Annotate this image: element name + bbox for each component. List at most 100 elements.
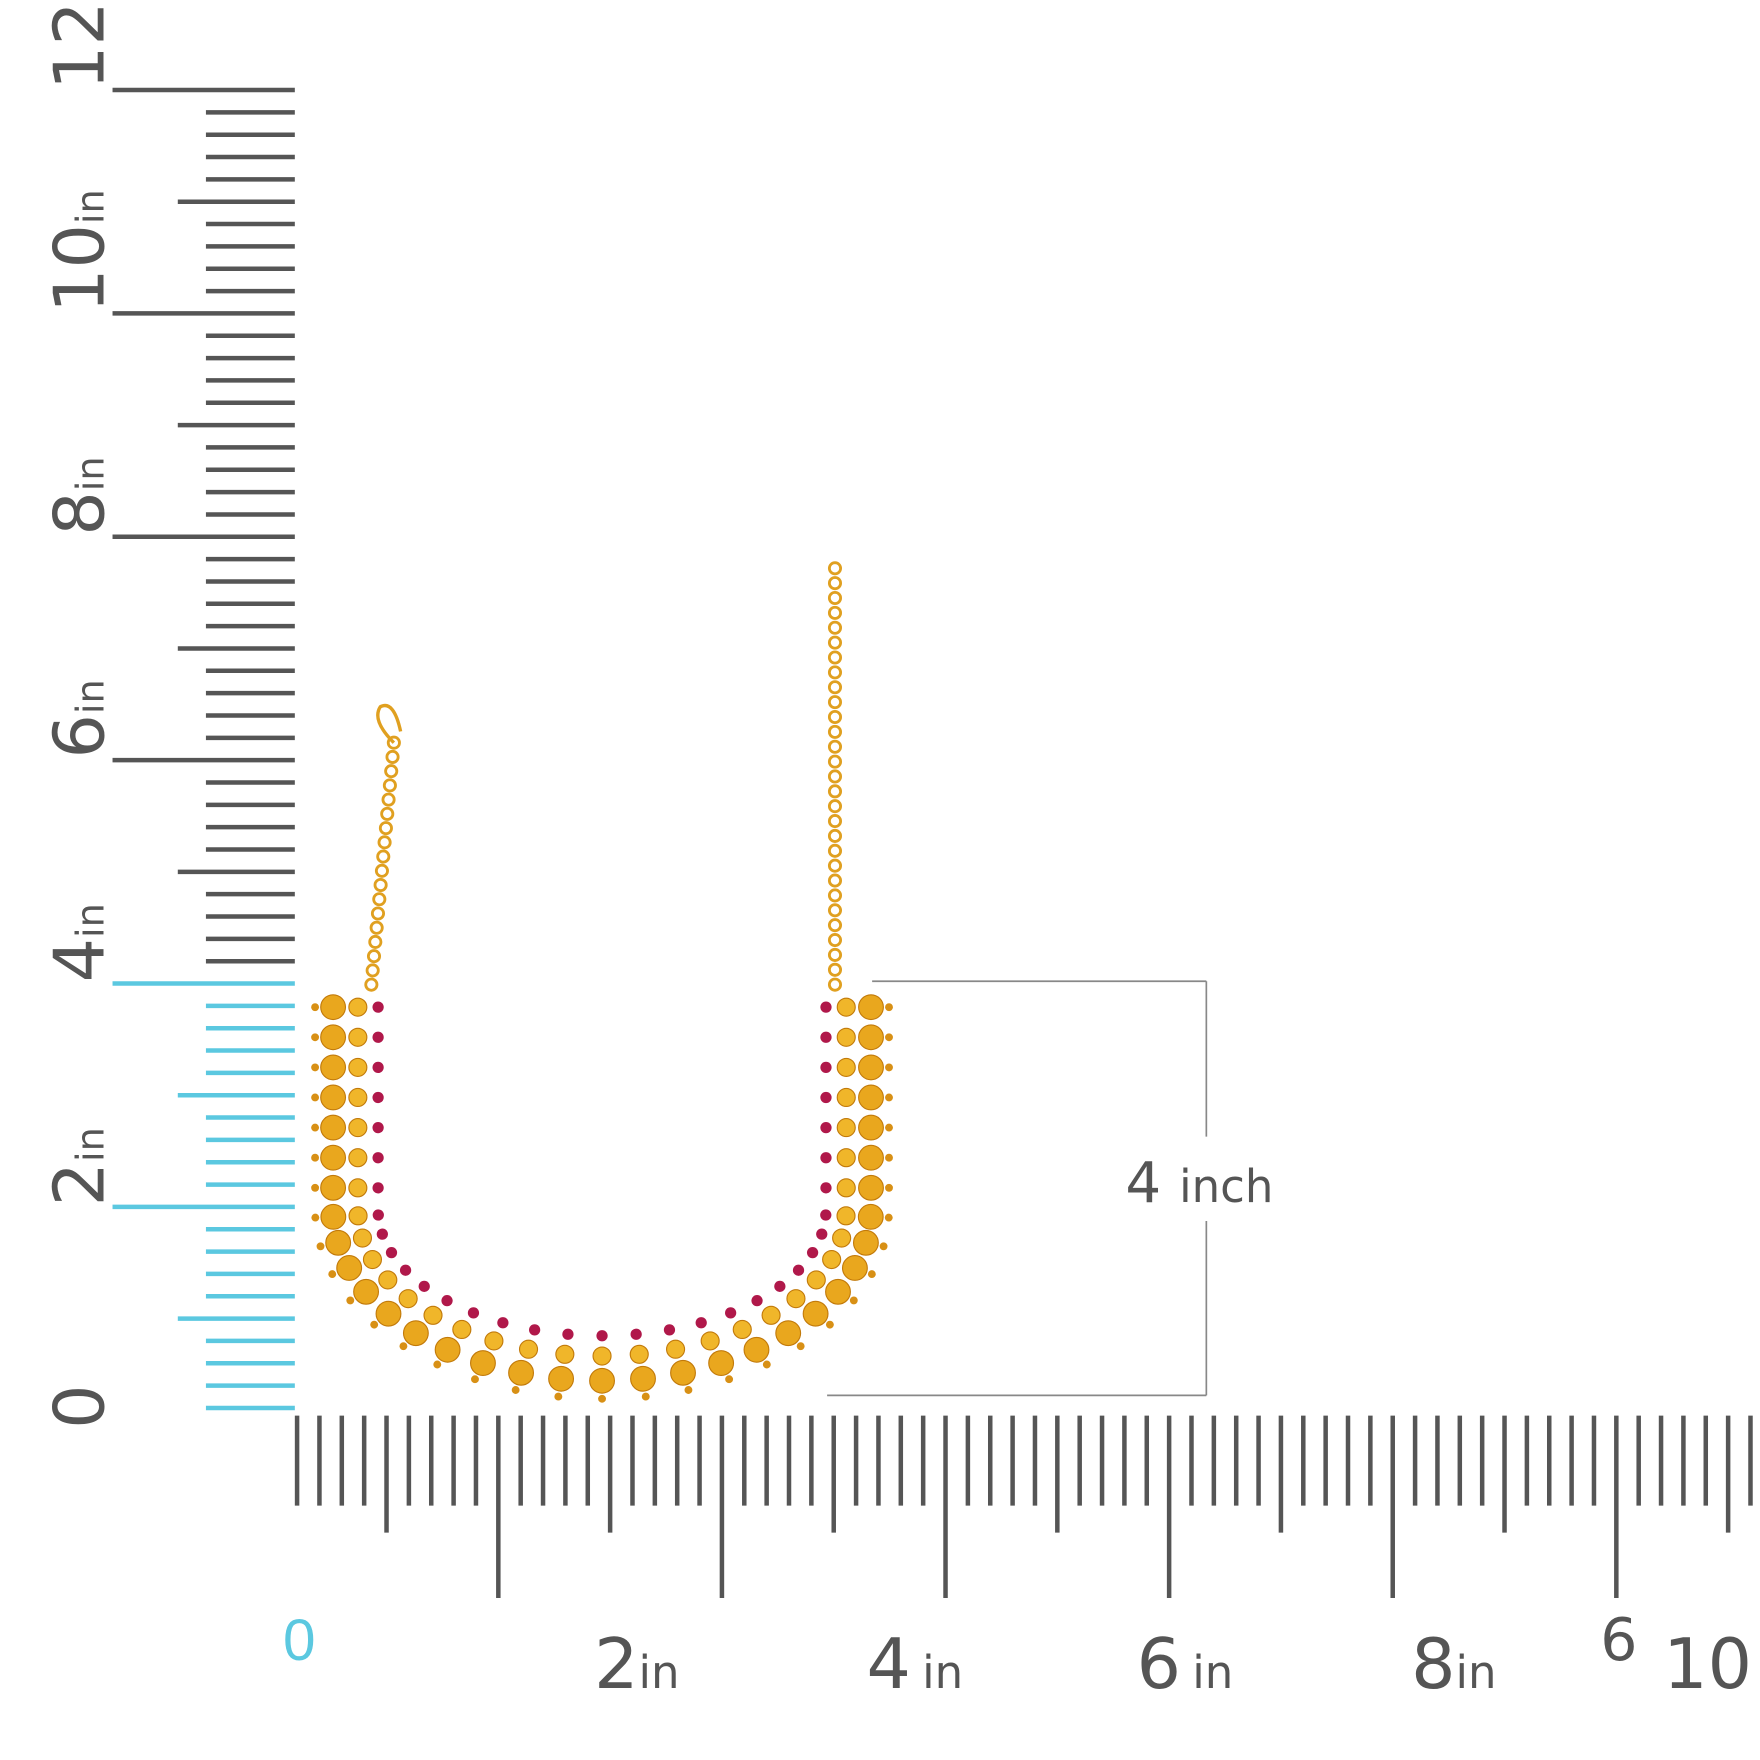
bead-dot: [311, 1093, 320, 1102]
bead: [630, 1365, 656, 1392]
ruby: [792, 1264, 805, 1276]
bead-dot: [879, 1242, 888, 1251]
chain-link: [376, 849, 391, 864]
ruler-number: 0: [283, 1608, 316, 1673]
ruler-unit: in: [69, 0, 114, 1]
ruler-number: 2: [40, 1162, 121, 1206]
chain-link: [827, 724, 843, 739]
ruler-number: 0: [40, 1384, 121, 1428]
chain-link: [827, 561, 843, 576]
chain-link: [827, 665, 843, 680]
ruler-unit: in: [639, 1646, 680, 1699]
chain-link: [373, 877, 388, 893]
bead-dot: [684, 1386, 693, 1394]
ruler-unit: in: [1456, 1646, 1497, 1699]
bead-dot: [399, 1342, 408, 1351]
bead-inner: [348, 1118, 368, 1138]
ruler-label: 0: [283, 1608, 316, 1673]
hook: [376, 703, 403, 744]
bead: [508, 1359, 535, 1386]
ruby: [372, 1061, 384, 1074]
bead: [548, 1365, 575, 1392]
bead-inner: [398, 1289, 418, 1309]
ruler-unit: in: [922, 1646, 963, 1699]
chain-link: [368, 934, 383, 949]
bead-dot: [885, 1153, 893, 1162]
bead-dot: [471, 1375, 479, 1384]
bead-inner: [555, 1344, 575, 1364]
ruby: [820, 1091, 832, 1104]
bead-dot: [885, 1093, 893, 1102]
chain-link: [827, 947, 843, 962]
necklace: [311, 561, 893, 1403]
bead-dot: [370, 1320, 379, 1329]
ruby: [663, 1324, 676, 1336]
bead-inner: [629, 1344, 649, 1364]
bead: [852, 1229, 879, 1256]
bead: [775, 1320, 802, 1347]
ruby: [820, 1121, 832, 1134]
ruler-number: 8: [40, 491, 121, 535]
bead-inner: [836, 997, 856, 1017]
bead-inner: [348, 1148, 368, 1168]
ruler-label: 8in: [40, 456, 121, 535]
ruby: [751, 1295, 763, 1307]
chain-link: [827, 962, 843, 977]
ruler-number: 6: [40, 714, 121, 758]
bead-inner: [518, 1339, 539, 1359]
bead-inner: [665, 1339, 686, 1359]
bead: [320, 1024, 347, 1051]
chain-link: [827, 635, 843, 650]
chain-link: [827, 754, 843, 769]
bead-inner: [836, 1087, 856, 1108]
ruler-number: 10: [40, 224, 121, 313]
bead-dot: [849, 1296, 858, 1305]
ruler-label: 10: [1663, 1624, 1752, 1705]
chain-link: [827, 695, 843, 710]
bead-dot: [825, 1320, 834, 1329]
bead-dot: [885, 1033, 893, 1042]
bead-dot: [316, 1242, 325, 1251]
ruler-unit: in: [69, 456, 114, 491]
bead: [320, 1174, 347, 1201]
ruby: [806, 1247, 819, 1259]
bead: [858, 1054, 884, 1081]
bead-inner: [836, 1178, 856, 1198]
ruby: [372, 1001, 384, 1013]
bead: [825, 1278, 851, 1305]
chain-link: [377, 835, 392, 850]
bead-dot: [311, 1033, 320, 1042]
chain-link: [386, 735, 401, 750]
bead-inner: [700, 1331, 720, 1351]
bead: [375, 1300, 402, 1327]
bead: [858, 1114, 884, 1141]
bead: [841, 1255, 868, 1281]
chain-link: [827, 620, 843, 635]
ruby: [820, 1152, 832, 1164]
chain-link: [827, 784, 843, 799]
bead-inner: [452, 1319, 472, 1340]
bead: [858, 994, 884, 1021]
bead-inner: [836, 1118, 856, 1138]
chain-link: [827, 799, 843, 814]
bead-dot: [311, 1183, 320, 1192]
bead-dot: [641, 1392, 650, 1401]
bead: [320, 1114, 347, 1141]
chain-link: [827, 814, 843, 829]
bead: [325, 1229, 352, 1256]
chain-link: [827, 709, 843, 725]
bead-inner: [836, 1027, 856, 1047]
chain-link: [827, 843, 843, 858]
ruby: [385, 1247, 398, 1259]
bead-inner: [836, 1148, 856, 1168]
ruby: [725, 1307, 737, 1319]
bead-inner: [348, 1206, 368, 1226]
ruler-number: 4: [40, 938, 121, 982]
bead-dot: [346, 1296, 355, 1305]
ruler-unit: in: [1192, 1646, 1233, 1699]
ruler-number: 6: [1600, 1606, 1637, 1674]
chain-link: [385, 749, 400, 764]
bead-inner: [348, 1087, 368, 1108]
ruler-number: 10: [1663, 1624, 1752, 1705]
